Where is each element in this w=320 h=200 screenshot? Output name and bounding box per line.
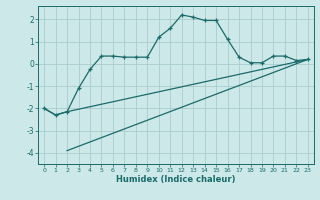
X-axis label: Humidex (Indice chaleur): Humidex (Indice chaleur) bbox=[116, 175, 236, 184]
